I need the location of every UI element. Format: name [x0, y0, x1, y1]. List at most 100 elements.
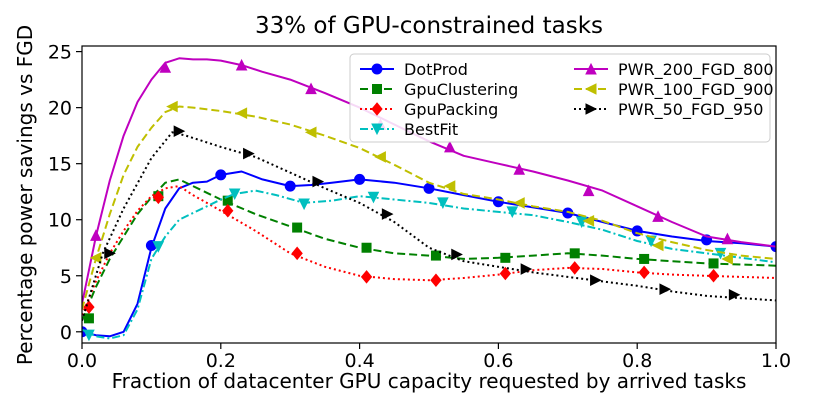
data-point-GpuClustering [361, 242, 372, 253]
x-tick-label: 0.4 [344, 350, 374, 372]
data-point-GpuClustering [500, 252, 511, 263]
data-point-GpuClustering [292, 222, 303, 233]
data-point-BestFit [228, 188, 241, 201]
x-tick-label: 0.8 [622, 350, 652, 372]
x-tick-label: 1.0 [761, 350, 791, 372]
data-point-PWR_50_FGD_950 [104, 247, 116, 260]
data-point-BestFit [83, 329, 95, 342]
data-point-PWR_50_FGD_950 [520, 263, 533, 275]
series-line-GpuPacking [82, 185, 776, 316]
series-PWR_50_FGD_950 [82, 125, 776, 321]
data-point-PWR_50_FGD_950 [381, 208, 394, 220]
data-point-PWR_200_FGD_800 [513, 163, 526, 175]
data-point-BestFit [437, 197, 449, 210]
y-tick-label: 5 [60, 266, 72, 288]
series-line-PWR_100_FGD_900 [82, 105, 776, 310]
data-point-GpuPacking [499, 266, 511, 281]
data-point-GpuClustering [708, 258, 719, 269]
legend-label-PWR_100_FGD_900: PWR_100_FGD_900 [618, 80, 774, 100]
legend-marker-PWR_100_FGD_900 [584, 83, 597, 95]
series-line-PWR_50_FGD_950 [82, 131, 776, 321]
legend-label-DotProd: DotProd [404, 60, 468, 79]
legend-marker-DotProd [371, 63, 383, 75]
series-line-BestFit [82, 189, 776, 340]
data-point-PWR_100_FGD_900 [166, 100, 178, 113]
series-DotProd [82, 169, 776, 338]
legend-marker-GpuClustering [372, 84, 382, 94]
data-point-GpuPacking [638, 265, 650, 280]
data-point-DotProd [354, 173, 366, 185]
data-point-PWR_100_FGD_900 [721, 253, 733, 265]
data-point-GpuPacking [222, 203, 234, 218]
legend-marker-PWR_200_FGD_800 [585, 62, 597, 75]
data-point-PWR_50_FGD_950 [590, 274, 602, 287]
series-GpuPacking [82, 185, 776, 316]
axis-ticks: 0.0 0.2 0.4 0.6 0.8 1.0 0 5 10 15 20 25 [48, 42, 791, 372]
legend-marker-PWR_50_FGD_950 [585, 103, 598, 115]
data-point-GpuPacking [360, 270, 373, 284]
data-point-PWR_200_FGD_800 [444, 140, 456, 153]
data-point-GpuPacking [430, 273, 442, 288]
data-point-PWR_50_FGD_950 [173, 125, 186, 137]
data-point-PWR_200_FGD_800 [305, 82, 317, 95]
data-point-PWR_100_FGD_900 [513, 197, 525, 209]
data-point-BestFit [152, 241, 165, 253]
data-point-DotProd [215, 169, 227, 181]
data-point-PWR_50_FGD_950 [451, 248, 463, 261]
chart-title: 33% of GPU-constrained tasks [255, 13, 603, 39]
data-point-PWR_100_FGD_900 [304, 126, 317, 139]
data-point-GpuPacking [83, 300, 95, 314]
data-point-PWR_50_FGD_950 [728, 288, 741, 301]
data-point-PWR_200_FGD_800 [159, 61, 172, 73]
legend-marker-GpuPacking [371, 102, 383, 116]
series-PWR_100_FGD_900 [82, 100, 776, 310]
y-tick-label: 20 [48, 98, 72, 120]
data-point-DotProd [492, 196, 504, 208]
x-tick-label: 0.6 [483, 350, 513, 372]
y-tick-label: 15 [48, 154, 72, 176]
series-GpuClustering [82, 178, 776, 324]
legend-marker-BestFit [371, 123, 383, 136]
legend-label-PWR_200_FGD_800: PWR_200_FGD_800 [618, 60, 774, 80]
data-point-GpuPacking [569, 261, 581, 275]
data-point-PWR_100_FGD_900 [582, 215, 595, 227]
data-point-PWR_200_FGD_800 [652, 210, 664, 222]
data-point-PWR_200_FGD_800 [721, 232, 734, 245]
data-point-DotProd [284, 180, 296, 192]
data-point-PWR_100_FGD_900 [235, 107, 248, 120]
data-point-PWR_50_FGD_950 [659, 283, 672, 296]
data-point-GpuPacking [707, 268, 720, 283]
y-tick-label: 0 [60, 322, 72, 344]
x-tick-label: 0.2 [206, 350, 236, 372]
data-point-PWR_200_FGD_800 [582, 184, 595, 197]
data-point-BestFit [298, 198, 310, 211]
data-point-PWR_200_FGD_800 [235, 58, 248, 71]
series-line-PWR_200_FGD_800 [82, 57, 776, 305]
x-tick-label: 0.0 [67, 350, 97, 372]
data-point-GpuPacking [152, 190, 164, 205]
series-line-DotProd [82, 170, 776, 338]
data-point-GpuClustering [83, 313, 94, 324]
data-point-BestFit [575, 216, 588, 229]
data-point-PWR_100_FGD_900 [374, 151, 386, 163]
legend-label-GpuClustering: GpuClustering [404, 80, 518, 99]
data-point-PWR_50_FGD_950 [312, 175, 325, 188]
series-line-GpuClustering [82, 178, 776, 321]
y-tick-label: 25 [48, 42, 72, 64]
data-point-PWR_50_FGD_950 [243, 147, 255, 160]
data-point-GpuPacking [291, 246, 303, 261]
series-BestFit [82, 188, 776, 342]
data-point-GpuClustering [639, 253, 650, 264]
legend-label-GpuPacking: GpuPacking [404, 100, 498, 119]
data-point-PWR_200_FGD_800 [90, 229, 102, 241]
legend-label-BestFit: BestFit [404, 120, 458, 139]
legend-box [349, 53, 771, 143]
x-axis-title: Fraction of datacenter GPU capacity requ… [112, 369, 747, 393]
plot-area [82, 57, 776, 342]
y-tick-label: 10 [48, 210, 72, 232]
series-PWR_200_FGD_800 [82, 57, 776, 305]
data-point-BestFit [367, 191, 380, 204]
data-point-GpuClustering [569, 248, 580, 259]
